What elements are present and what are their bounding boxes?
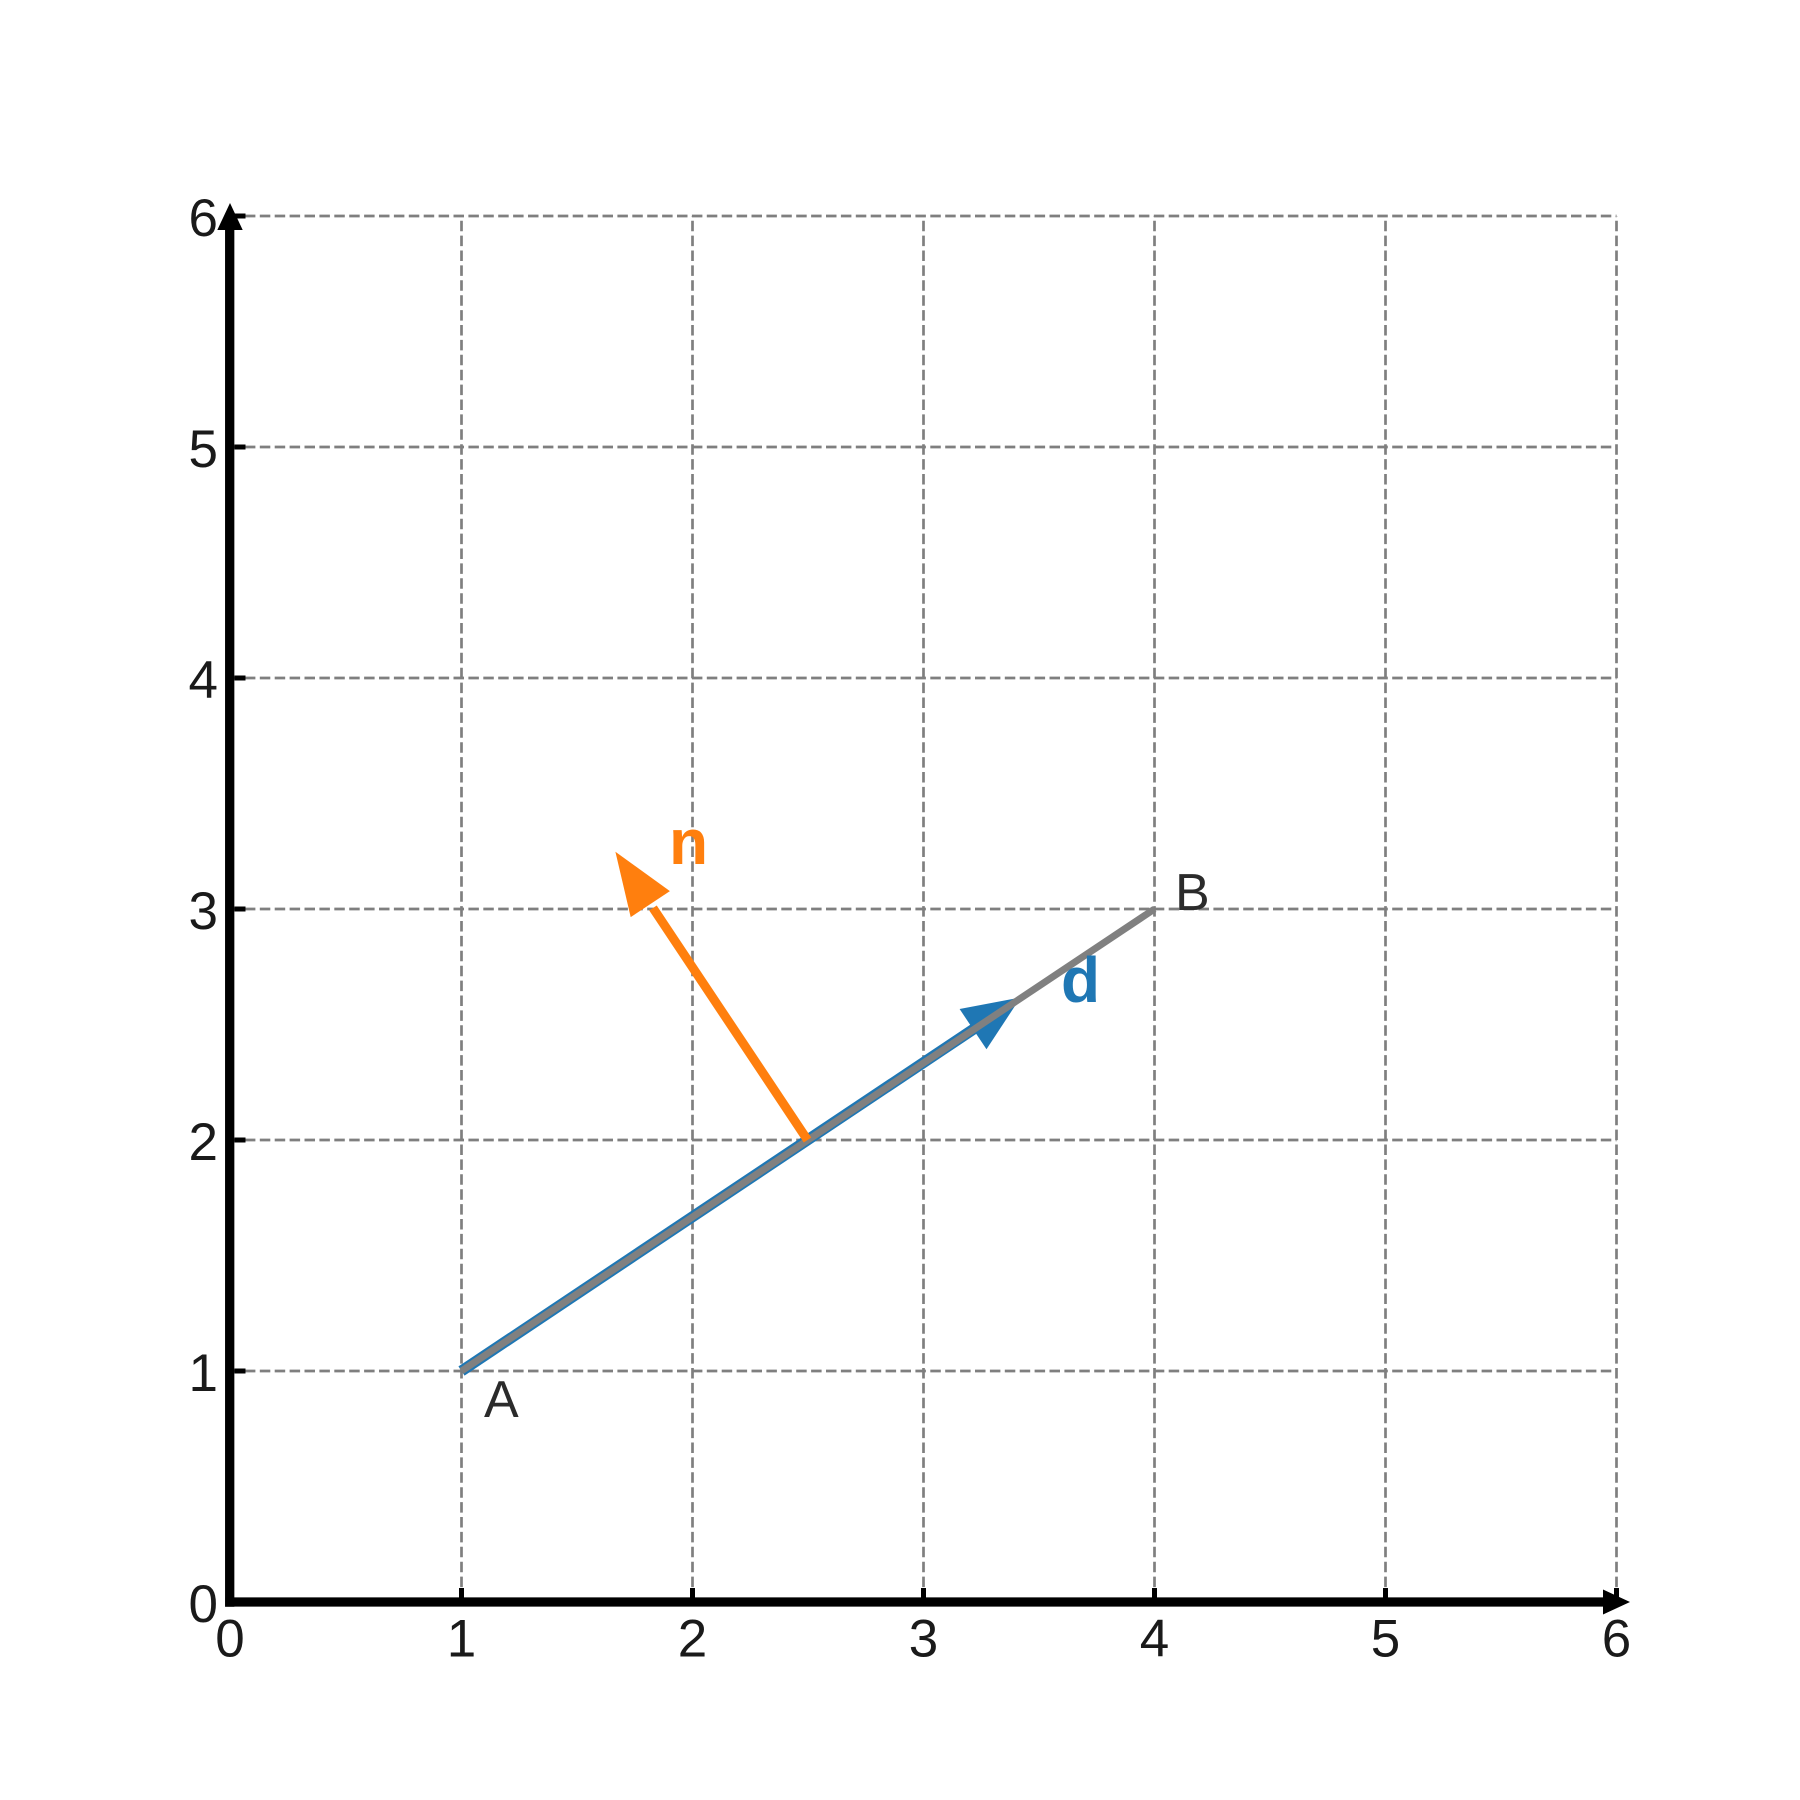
svg-text:1: 1 [447,1610,476,1669]
svg-text:0: 0 [215,1610,244,1669]
svg-text:6: 6 [189,189,218,248]
svg-text:6: 6 [1602,1610,1631,1669]
svg-text:2: 2 [678,1610,707,1669]
svg-text:4: 4 [189,651,218,710]
svg-text:1: 1 [189,1344,218,1403]
svg-text:5: 5 [189,420,218,479]
svg-text:2: 2 [189,1113,218,1172]
svg-text:A: A [484,1371,519,1429]
svg-text:4: 4 [1140,1610,1169,1669]
svg-text:n: n [669,806,708,878]
svg-text:d: d [1061,944,1100,1016]
svg-text:5: 5 [1371,1610,1400,1669]
svg-text:0: 0 [189,1575,218,1634]
svg-text:3: 3 [909,1610,938,1669]
svg-text:B: B [1175,864,1210,922]
svg-text:3: 3 [189,882,218,941]
